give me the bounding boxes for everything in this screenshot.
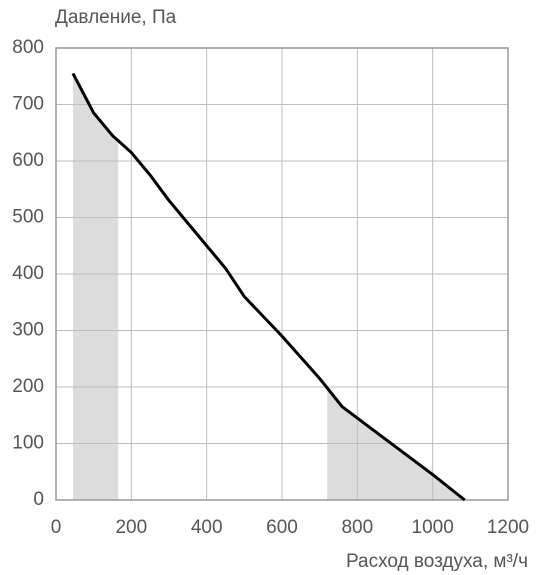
y-tick-label: 700	[12, 94, 44, 115]
y-tick-label: 600	[12, 150, 44, 171]
operating-zone	[72, 73, 119, 501]
y-tick-label: 200	[12, 376, 44, 397]
y-tick-label: 400	[12, 263, 44, 284]
y-tick-label: 0	[33, 489, 44, 510]
y-tick-label: 100	[12, 433, 44, 454]
x-tick-label: 0	[51, 517, 62, 538]
x-tick-label: 200	[115, 517, 147, 538]
x-tick-label: 800	[341, 517, 373, 538]
x-tick-label: 600	[266, 517, 298, 538]
x-tick-label: 1000	[412, 517, 454, 538]
plot-frame	[55, 47, 509, 501]
y-tick-label: 800	[12, 37, 44, 58]
y-tick-label: 500	[12, 207, 44, 228]
operating-zone	[327, 387, 465, 500]
y-tick-label: 300	[12, 320, 44, 341]
y-axis-label: Давление, Па	[55, 7, 177, 28]
x-tick-label: 400	[191, 517, 223, 538]
pressure-curve	[71, 72, 466, 502]
x-axis-label: Расход воздуха, м³/ч	[346, 551, 528, 572]
x-tick-label: 1200	[487, 517, 529, 538]
